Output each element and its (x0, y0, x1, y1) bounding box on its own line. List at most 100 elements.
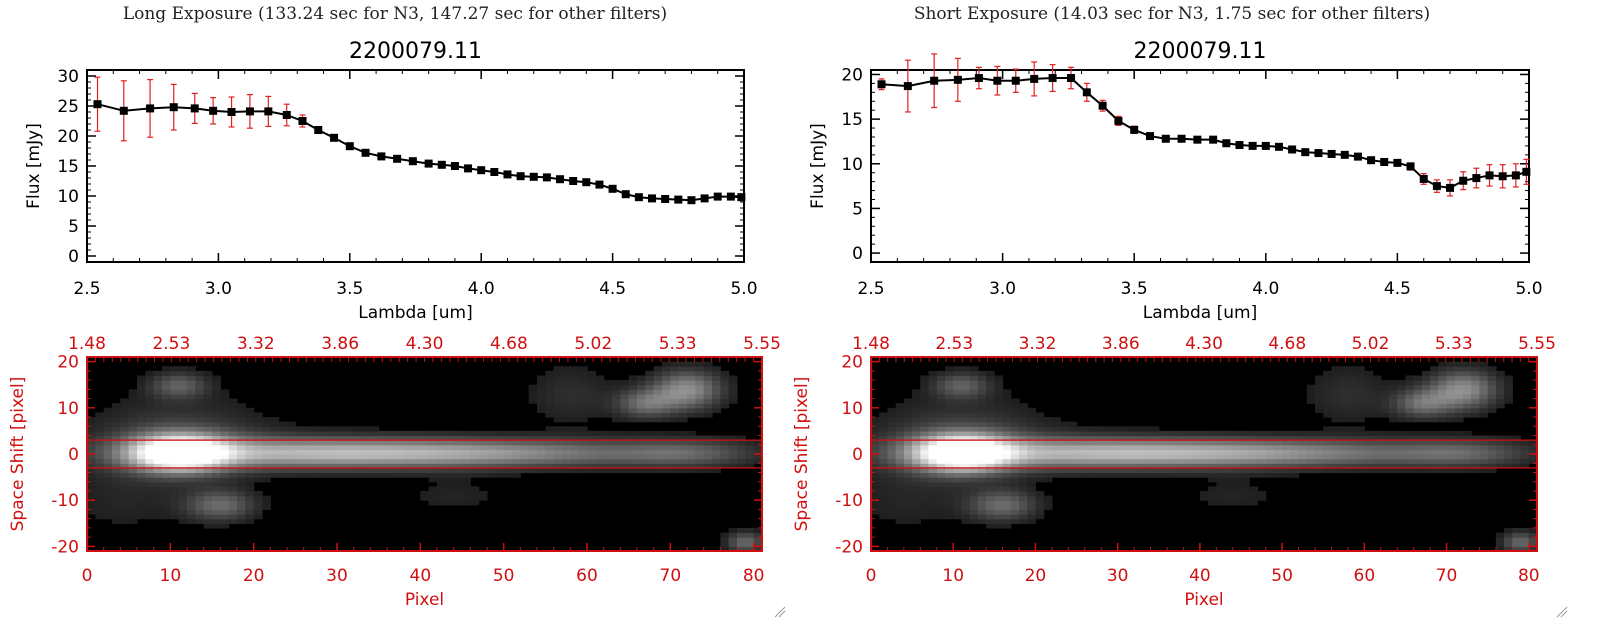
image-pixel (728, 463, 738, 469)
image-pixel (178, 490, 188, 497)
image-pixel (420, 490, 430, 497)
image-pixel (1495, 463, 1505, 469)
image-pixel (1389, 444, 1398, 450)
image-pixel (620, 449, 630, 455)
image-pixel (153, 444, 163, 450)
image-pixel (945, 417, 954, 423)
image-pixel (178, 417, 188, 423)
image-pixel (903, 421, 913, 427)
image-pixel (270, 417, 280, 423)
image-pixel (445, 481, 455, 487)
image-pixel (353, 430, 363, 437)
image-pixel (153, 509, 163, 515)
image-pixel (1051, 454, 1061, 460)
x-tick-label: 50 (493, 566, 515, 586)
image-pixel (961, 444, 971, 450)
image-pixel (936, 514, 946, 520)
image-pixel (1060, 435, 1069, 441)
image-pixel (1010, 500, 1020, 506)
image-pixel (912, 481, 921, 487)
image-pixel (662, 407, 671, 414)
image-pixel (662, 384, 671, 390)
image-pixel (953, 495, 963, 501)
image-pixel (428, 467, 438, 474)
image-pixel (1471, 361, 1481, 367)
image-pixel (986, 504, 995, 511)
image-pixel (178, 449, 188, 455)
image-pixel (212, 430, 221, 437)
image-pixel (612, 389, 621, 395)
image-pixel (879, 444, 889, 450)
resize-grip-left[interactable] (774, 606, 786, 618)
image-pixel (145, 393, 155, 400)
resize-grip-right[interactable] (1556, 606, 1568, 618)
x-tick-label: 3.5 (1121, 279, 1148, 299)
image-pixel (495, 440, 505, 446)
image-pixel (1224, 440, 1234, 446)
image-pixel (1454, 393, 1464, 400)
image-pixel (1323, 463, 1333, 469)
image-pixel (1504, 393, 1513, 400)
top-tick-label: 1.48 (68, 334, 106, 354)
top-tick-label: 4.68 (1268, 334, 1306, 354)
image-pixel (687, 458, 696, 464)
image-pixel (328, 426, 338, 432)
image-pixel (920, 449, 930, 455)
image-pixel (128, 435, 138, 441)
image-pixel (720, 403, 730, 409)
image-pixel (1010, 477, 1020, 483)
image-pixel (969, 481, 979, 487)
image-pixel (545, 444, 555, 450)
image-pixel (1224, 430, 1234, 437)
image-pixel (1208, 449, 1217, 455)
image-pixel (879, 440, 889, 446)
image-pixel (387, 472, 396, 478)
image-pixel (1019, 504, 1028, 511)
image-pixel (1019, 430, 1028, 437)
image-pixel (728, 532, 738, 538)
image-pixel (553, 398, 563, 404)
data-point (1222, 139, 1231, 148)
image-pixel (578, 449, 588, 455)
image-pixel (228, 514, 238, 520)
image-pixel (203, 500, 213, 506)
image-pixel (403, 435, 413, 441)
image-pixel (628, 440, 638, 446)
image-pixel (1413, 463, 1423, 469)
image-pixel (695, 403, 705, 409)
image-pixel (137, 417, 146, 423)
image-pixel (237, 518, 246, 524)
image-pixel (670, 375, 680, 381)
image-pixel (1224, 454, 1234, 460)
image-pixel (1372, 458, 1382, 464)
image-pixel (537, 449, 546, 455)
image-pixel (753, 440, 763, 446)
image-pixel (1010, 486, 1020, 492)
image-pixel (212, 421, 221, 427)
image-pixel (220, 509, 230, 515)
image-pixel (662, 380, 671, 386)
image-pixel (145, 426, 155, 432)
image-pixel (295, 426, 305, 432)
image-pixel (170, 426, 180, 432)
data-point (903, 82, 912, 91)
image-pixel (153, 384, 163, 390)
image-pixel (587, 384, 596, 390)
image-pixel (295, 467, 305, 474)
image-pixel (678, 384, 688, 390)
image-pixel (278, 449, 288, 455)
image-pixel (137, 504, 146, 511)
image-pixel (986, 421, 995, 427)
image-pixel (153, 389, 163, 395)
image-pixel (1389, 449, 1398, 455)
image-pixel (1397, 398, 1407, 404)
image-pixel (695, 389, 705, 395)
image-pixel (1397, 435, 1407, 441)
image-pixel (645, 384, 655, 390)
image-pixel (1364, 467, 1374, 474)
image-pixel (220, 523, 230, 529)
image-pixel (1241, 486, 1250, 492)
image-pixel (403, 440, 413, 446)
image-pixel (145, 435, 155, 441)
image-pixel (228, 463, 238, 469)
